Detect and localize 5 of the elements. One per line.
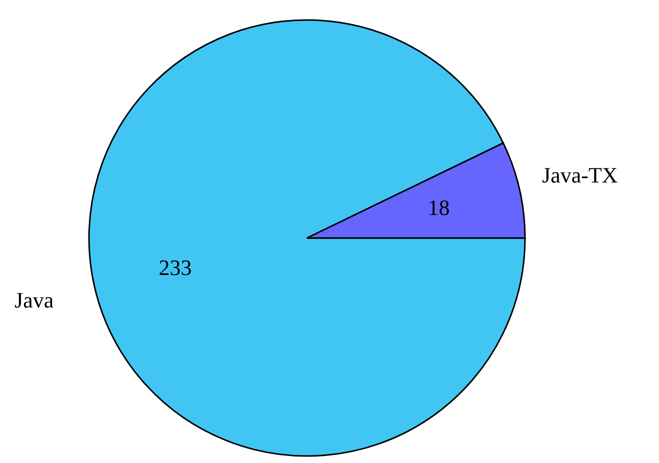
slice-label: Java-TX [542,162,618,188]
slice-label: Java [14,288,54,313]
pie-slice [88,19,526,457]
data-label: 18 [428,194,450,220]
data-label: 233 [158,255,192,280]
